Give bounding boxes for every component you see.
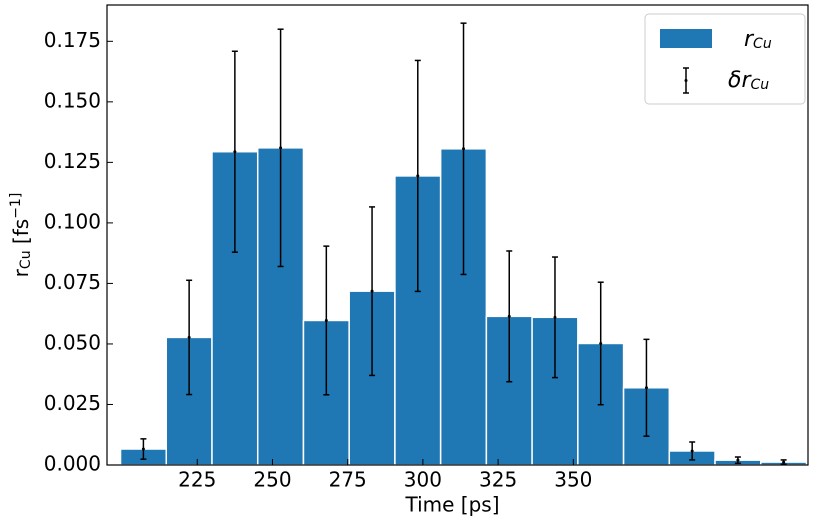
error-bar	[186, 279, 193, 396]
x-tick-label: 300	[404, 468, 442, 492]
error-bar	[323, 245, 330, 396]
x-tick-label: 250	[253, 468, 291, 492]
error-point	[370, 289, 374, 293]
error-point	[187, 335, 191, 339]
error-bar	[277, 28, 284, 268]
error-point	[141, 447, 145, 451]
error-bar	[780, 459, 787, 466]
error-point	[279, 146, 283, 150]
error-point	[553, 315, 557, 319]
error-point	[599, 341, 603, 345]
error-point	[690, 449, 694, 453]
error-point	[644, 386, 648, 390]
y-tick-label: 0.025	[44, 391, 101, 415]
legend-box	[644, 13, 806, 105]
y-axis-label: rCu [fs−1]	[8, 193, 34, 278]
error-bar	[414, 59, 421, 293]
plot-frame	[106, 4, 809, 466]
y-tick-label: 0.100	[44, 209, 101, 233]
x-tick-label: 275	[329, 468, 367, 492]
error-bar	[231, 50, 238, 253]
error-bar	[551, 256, 558, 379]
error-bar	[460, 22, 467, 276]
error-point	[736, 458, 740, 462]
error-point	[416, 174, 420, 178]
y-tick-label: 0.125	[44, 149, 101, 173]
error-point	[233, 150, 237, 154]
legend: rCu δrCu	[644, 13, 806, 105]
error-point	[507, 314, 511, 318]
x-tick-label: 225	[178, 468, 216, 492]
error-bar	[140, 438, 147, 460]
legend-label: rCu	[744, 27, 772, 52]
error-bar	[643, 338, 650, 437]
error-bar	[369, 206, 376, 377]
y-tick-label: 0.000	[44, 452, 101, 476]
legend-error	[684, 79, 688, 82]
y-tick-label: 0.175	[44, 28, 101, 52]
y-tick-label: 0.150	[44, 88, 101, 112]
x-tick-label: 350	[554, 468, 592, 492]
y-tick-label: 0.050	[44, 330, 101, 354]
x-tick-label: 325	[479, 468, 517, 492]
legend-swatch	[660, 29, 712, 48]
error-bar	[689, 441, 696, 461]
error-point	[462, 147, 466, 151]
error-bar	[734, 456, 741, 465]
y-tick-label: 0.075	[44, 270, 101, 294]
error-point	[324, 318, 328, 322]
error-bar	[506, 250, 513, 383]
error-bar	[597, 281, 604, 406]
x-axis-label: Time [ps]	[404, 493, 499, 517]
error-point	[782, 460, 786, 464]
legend-label: δrCu	[728, 68, 769, 93]
